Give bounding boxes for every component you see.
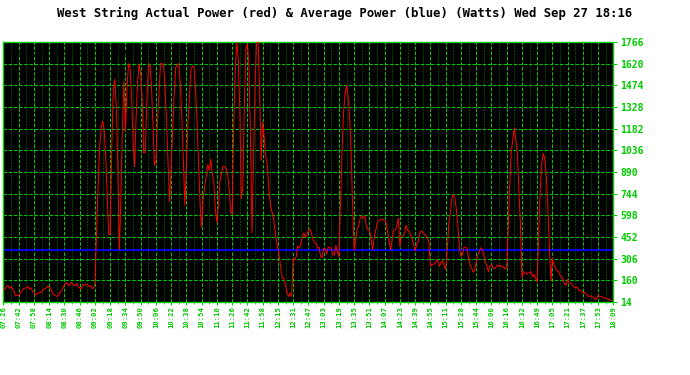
Text: Copyright 2006 Cartronics.com: Copyright 2006 Cartronics.com — [4, 48, 138, 57]
Text: West String Actual Power (red) & Average Power (blue) (Watts) Wed Sep 27 18:16: West String Actual Power (red) & Average… — [57, 7, 633, 20]
